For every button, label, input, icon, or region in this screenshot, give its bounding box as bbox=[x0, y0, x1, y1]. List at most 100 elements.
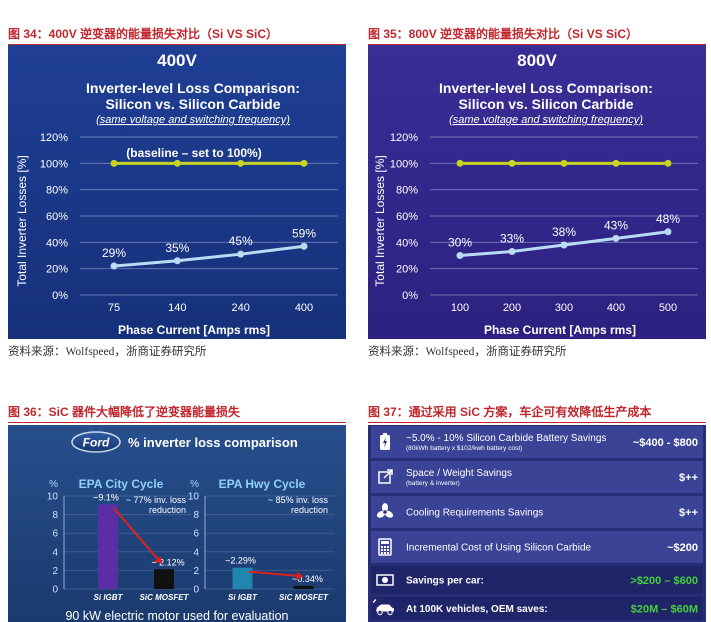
data-label: 35% bbox=[165, 241, 189, 255]
figure-caption-35: 图 35：800V 逆变器的能量损失对比（Si VS SiC） bbox=[368, 27, 639, 41]
table-row bbox=[371, 496, 703, 528]
caption-rule-35 bbox=[368, 44, 706, 45]
reduction-annotation: ~ 77% inv. loss reduction bbox=[126, 495, 187, 515]
sic-point bbox=[110, 262, 118, 270]
baseline-point bbox=[173, 159, 181, 167]
chart-400v: 400V Inverter-level Loss Comparison: Sil… bbox=[8, 45, 346, 339]
reduction-arrow-head bbox=[296, 571, 304, 581]
row-label: Space / Weight Savings bbox=[406, 468, 512, 479]
figure-caption-36: 图 36：SiC 器件大幅降低了逆变器能量损失 bbox=[8, 405, 241, 419]
y-tick-label: 8 bbox=[52, 510, 58, 521]
battery-icon bbox=[380, 433, 390, 450]
caption-rule-34 bbox=[8, 44, 346, 45]
row-label: Cooling Requirements Savings bbox=[406, 508, 543, 519]
sic-point bbox=[664, 228, 672, 236]
y-unit-label: % bbox=[49, 479, 58, 490]
sic-point bbox=[173, 257, 181, 265]
chart-400v-svg: 400V Inverter-level Loss Comparison: Sil… bbox=[8, 45, 346, 339]
data-label: 45% bbox=[229, 234, 253, 248]
x-tick-label: Si IGBT bbox=[94, 593, 124, 602]
reduction-arrow-head bbox=[154, 555, 162, 564]
chart-subtitle: (same voltage and switching frequency) bbox=[96, 114, 290, 126]
chart-title: Inverter-level Loss Comparison: bbox=[86, 80, 300, 96]
figure-caption-37: 图 37：通过采用 SiC 方案，车企可有效降低生产成本 bbox=[368, 405, 652, 419]
row-value: $++ bbox=[679, 507, 698, 519]
data-label: 59% bbox=[292, 226, 316, 240]
y-tick-label: 0% bbox=[52, 290, 68, 302]
x-tick-label: 240 bbox=[231, 302, 249, 314]
table-row bbox=[371, 531, 703, 563]
figure-caption-34: 图 34：400V 逆变器的能量损失对比（Si VS SiC） bbox=[8, 27, 279, 41]
y-tick-label: 60% bbox=[396, 211, 418, 223]
x-tick-label: 500 bbox=[659, 302, 677, 314]
x-tick-label: 200 bbox=[503, 302, 521, 314]
row-label: Incremental Cost of Using Silicon Carbid… bbox=[406, 543, 592, 554]
savings-table-svg: ~5.0% - 10% Silicon Carbide Battery Savi… bbox=[368, 425, 706, 622]
row-value: ~$400 - $800 bbox=[633, 437, 698, 449]
data-label: 43% bbox=[604, 218, 628, 232]
baseline-point bbox=[508, 159, 516, 167]
figure-source-35: 资料来源：Wolfspeed，浙商证券研究所 bbox=[368, 346, 567, 358]
row-label: ~5.0% - 10% Silicon Carbide Battery Savi… bbox=[406, 433, 606, 444]
reduction-arrow bbox=[248, 570, 298, 577]
resize-icon bbox=[378, 469, 393, 484]
calculator-icon bbox=[378, 538, 392, 556]
bar bbox=[98, 504, 118, 589]
x-tick-label: 140 bbox=[168, 302, 186, 314]
sic-point bbox=[300, 242, 308, 250]
x-tick-label: SiC MOSFET bbox=[279, 593, 329, 602]
panel-title: EPA City Cycle bbox=[79, 477, 164, 491]
y-tick-label: 20% bbox=[396, 264, 418, 276]
table-row bbox=[371, 461, 703, 493]
y-axis-label: Total Inverter Losses [%] bbox=[373, 155, 387, 286]
sic-series-line bbox=[113, 244, 305, 268]
y-tick-label: 80% bbox=[46, 185, 68, 197]
chart-title-2: Silicon vs. Silicon Carbide bbox=[458, 96, 633, 112]
y-tick-label: 120% bbox=[390, 132, 418, 144]
chart-title-2: Silicon vs. Silicon Carbide bbox=[105, 96, 280, 112]
table-row bbox=[371, 566, 703, 594]
chart-title: Inverter-level Loss Comparison: bbox=[439, 80, 653, 96]
y-tick-label: 10 bbox=[188, 492, 200, 503]
baseline-annotation: (baseline – set to 100%) bbox=[126, 146, 261, 160]
sic-point bbox=[508, 248, 516, 256]
caption-rule-37 bbox=[368, 422, 706, 423]
x-tick-label: 400 bbox=[295, 302, 313, 314]
y-tick-label: 10 bbox=[47, 492, 59, 503]
ford-logo-text: Ford bbox=[83, 436, 110, 450]
baseline-point bbox=[456, 159, 464, 167]
sic-point bbox=[612, 234, 620, 242]
data-label: ~9.1% bbox=[93, 492, 119, 502]
chart-heading: 400V bbox=[157, 51, 197, 70]
data-label: 38% bbox=[552, 225, 576, 239]
y-tick-label: 4 bbox=[52, 547, 58, 558]
y-tick-label: 20% bbox=[46, 264, 68, 276]
chart-footer: 90 kW electric motor used for evaluation bbox=[65, 609, 288, 622]
row-label: At 100K vehicles, OEM saves: bbox=[406, 604, 548, 615]
ford-logo: Ford bbox=[71, 431, 121, 453]
data-label: 29% bbox=[102, 246, 126, 260]
y-tick-label: 6 bbox=[193, 529, 199, 540]
y-tick-label: 100% bbox=[40, 158, 68, 170]
y-tick-label: 4 bbox=[193, 547, 199, 558]
table-row bbox=[371, 597, 703, 620]
baseline-point bbox=[110, 159, 118, 167]
ford-loss-chart: Ford % inverter loss comparison 90 kW el… bbox=[8, 425, 346, 622]
sic-point bbox=[237, 250, 245, 258]
baseline-point bbox=[560, 159, 568, 167]
sic-point bbox=[456, 252, 464, 259]
chart-800v-svg: 800V Inverter-level Loss Comparison: Sil… bbox=[368, 45, 706, 339]
y-tick-label: 2 bbox=[52, 566, 58, 577]
y-tick-label: 0 bbox=[193, 585, 199, 596]
baseline-point bbox=[300, 159, 308, 167]
x-tick-label: 100 bbox=[451, 302, 469, 314]
chart-subtitle: (same voltage and switching frequency) bbox=[449, 114, 643, 126]
baseline-point bbox=[612, 159, 620, 167]
row-sublabel: (80kWh battery x $102/kwh battery cost) bbox=[406, 445, 522, 452]
row-value: $++ bbox=[679, 472, 698, 484]
bar bbox=[154, 569, 174, 589]
baseline-point bbox=[237, 159, 245, 167]
caption-rule-36 bbox=[8, 422, 346, 423]
y-tick-label: 120% bbox=[40, 132, 68, 144]
data-label: 30% bbox=[448, 236, 472, 250]
